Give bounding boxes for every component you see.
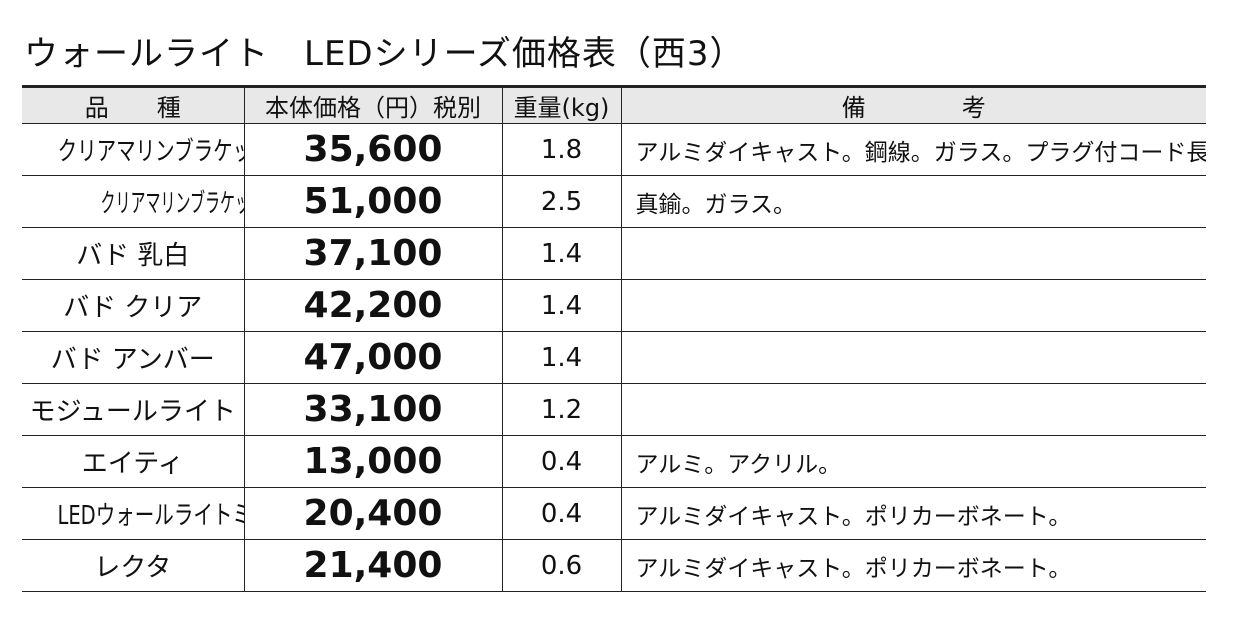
name-cell: クリアマリンブラケット ブラス [22,175,244,228]
remarks-cell: アルミダイキャスト。ポリカーボネート。 [620,539,1206,592]
product-name: エイティ [81,449,184,479]
weight-cell: 1.4 [501,227,621,280]
header-cell: 品 種 [22,85,244,124]
remarks-text: アルミダイキャスト。ポリカーボネート。 [635,503,1072,530]
name-cell: モジュールライト [22,383,244,436]
remarks-cell: 真鍮。ガラス。 [620,175,1206,228]
remarks-text: 真鍮。ガラス。 [635,191,797,218]
product-name: クリアマリンブラケット ブラス [100,189,244,219]
name-cell: バド アンバー [22,331,244,384]
price-cell: 47,000 [243,331,502,384]
price-cell: 37,100 [243,227,502,280]
price-cell: 35,600 [243,123,502,176]
weight-cell: 1.8 [501,123,621,176]
product-name: バド 乳白 [76,241,190,271]
remarks-cell [620,383,1206,436]
remarks-cell [620,227,1206,280]
price-cell: 21,400 [243,539,502,592]
name-cell: レクタ [22,539,244,592]
weight-cell: 1.4 [501,331,621,384]
product-name: バド クリア [63,293,203,323]
remarks-cell: アルミダイキャスト。ポリカーボネート。 [620,487,1206,540]
name-cell: バド 乳白 [22,227,244,280]
table-row: バド クリア 42,200 1.4 [22,279,1206,332]
price-cell: 20,400 [243,487,502,540]
price-cell: 42,200 [243,279,502,332]
title: ウォールライト LEDシリーズ価格表（西3） [24,34,745,74]
name-cell: クリアマリンブラケット [22,123,244,176]
product-name: クリアマリンブラケット [57,137,244,167]
name-cell: エイティ [22,435,244,488]
remarks-text: アルミダイキャスト。ポリカーボネート。 [635,555,1072,582]
header-cell: 本体価格（円）税別 [243,85,502,124]
header-cell: 備 考 [620,85,1206,124]
weight-cell: 0.4 [501,487,621,540]
remarks-text: アルミダイキャスト。鋼線。ガラス。プラグ付コード長3m。 [635,139,1207,166]
name-cell: LEDウォールライトミニ [22,487,244,540]
table-row: モジュールライト 33,100 1.2 [22,383,1206,436]
product-name: バド アンバー [50,345,215,375]
table-row: バド 乳白 37,100 1.4 [22,227,1206,280]
remarks-cell: アルミダイキャスト。鋼線。ガラス。プラグ付コード長3m。 [620,123,1207,176]
remarks-cell [620,279,1206,332]
header-cell: 重量(kg) [501,85,621,124]
price-cell: 33,100 [243,383,502,436]
weight-cell: 0.4 [501,435,621,488]
remarks-text: アルミ。アクリル。 [635,451,842,478]
table-row: レクタ 21,400 0.6 アルミダイキャスト。ポリカーボネート。 [22,539,1206,592]
product-name: LEDウォールライトミニ [57,501,244,531]
header-row: 品 種本体価格（円）税別 重量(kg) 備 考 [22,85,1206,124]
table-row: バド アンバー 47,000 1.4 [22,331,1206,384]
remarks-cell [620,331,1206,384]
table-row: エイティ 13,000 0.4 アルミ。アクリル。 [22,435,1206,488]
weight-cell: 2.5 [501,175,621,228]
product-name: レクタ [94,553,172,583]
remarks-cell: アルミ。アクリル。 [620,435,1206,488]
price-cell: 13,000 [243,435,502,488]
product-name: モジュールライト [29,397,236,427]
price-cell: 51,000 [243,175,502,228]
weight-cell: 0.6 [501,539,621,592]
weight-cell: 1.4 [501,279,621,332]
name-cell: バド クリア [22,279,244,332]
weight-cell: 1.2 [501,383,621,436]
